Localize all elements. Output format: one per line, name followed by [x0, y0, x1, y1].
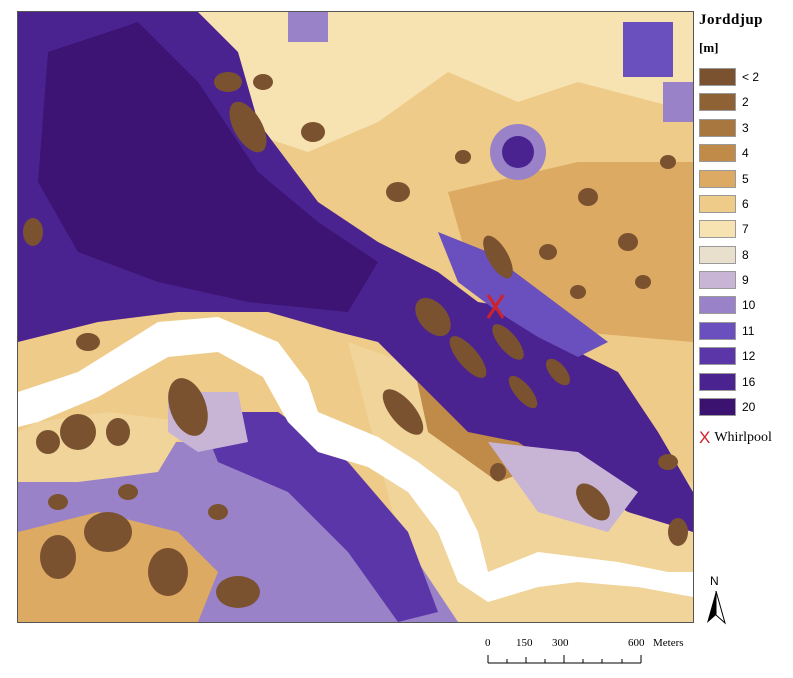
legend-label: 10: [742, 298, 756, 312]
legend-swatch: [699, 144, 736, 162]
legend-item: < 2: [699, 68, 759, 86]
legend-swatch: [699, 220, 736, 238]
legend-item: 5: [699, 170, 749, 188]
legend-swatch: [699, 296, 736, 314]
legend-label: 8: [742, 248, 749, 262]
legend-item: 10: [699, 296, 755, 314]
map-legend: Jorddjup [m] < 2 2 3 4 5 6 7 8 9 10 11 1…: [699, 12, 791, 447]
legend-label: 9: [742, 273, 749, 287]
whirlpool-label: Whirlpool: [714, 430, 772, 445]
north-arrow-icon: N: [704, 573, 728, 627]
legend-item: 6: [699, 195, 749, 213]
scale-bar: 0 150 300 600 Meters: [482, 637, 697, 669]
north-label: N: [710, 574, 719, 588]
scale-unit: Meters: [653, 637, 684, 649]
legend-item: 3: [699, 119, 749, 137]
legend-title: Jorddjup: [699, 12, 764, 28]
legend-swatch: [699, 195, 736, 213]
legend-swatch: [699, 347, 736, 365]
legend-swatch: [699, 68, 736, 86]
legend-label: 20: [742, 400, 756, 414]
legend-item: 2: [699, 93, 749, 111]
whirlpool-symbol-icon: X: [699, 428, 711, 447]
legend-swatch: [699, 271, 736, 289]
legend-swatch: [699, 373, 736, 391]
legend-item: 9: [699, 271, 749, 289]
legend-label: 6: [742, 197, 749, 211]
whirlpool-marker: [486, 294, 505, 319]
legend-swatch: [699, 170, 736, 188]
legend-item: 7: [699, 220, 749, 238]
legend-item: 20: [699, 398, 755, 416]
legend-item: 11: [699, 322, 754, 340]
legend-item: 8: [699, 246, 749, 264]
scale-tick-600: 600: [628, 637, 645, 649]
legend-label: 16: [742, 375, 756, 389]
map-canvas: [18, 12, 693, 622]
legend-label: 5: [742, 172, 749, 186]
legend-whirlpool: X Whirlpool: [699, 428, 772, 448]
legend-swatch: [699, 119, 736, 137]
scale-tick-0: 0: [485, 637, 491, 649]
legend-label: 11: [742, 324, 755, 338]
legend-item: 16: [699, 373, 755, 391]
scale-tick-300: 300: [552, 637, 569, 649]
legend-label: 3: [742, 121, 749, 135]
scale-tick-150: 150: [516, 637, 533, 649]
legend-swatch: [699, 322, 736, 340]
legend-swatch: [699, 246, 736, 264]
legend-label: 12: [742, 349, 756, 363]
legend-label: 2: [742, 95, 749, 109]
legend-label: 4: [742, 146, 749, 160]
soil-depth-map[interactable]: [17, 11, 694, 623]
legend-label: < 2: [742, 70, 760, 84]
legend-swatch: [699, 93, 736, 111]
legend-swatch: [699, 398, 736, 416]
legend-item: 4: [699, 144, 749, 162]
legend-label: 7: [742, 222, 749, 236]
legend-unit: [m]: [699, 40, 719, 55]
legend-item: 12: [699, 347, 755, 365]
